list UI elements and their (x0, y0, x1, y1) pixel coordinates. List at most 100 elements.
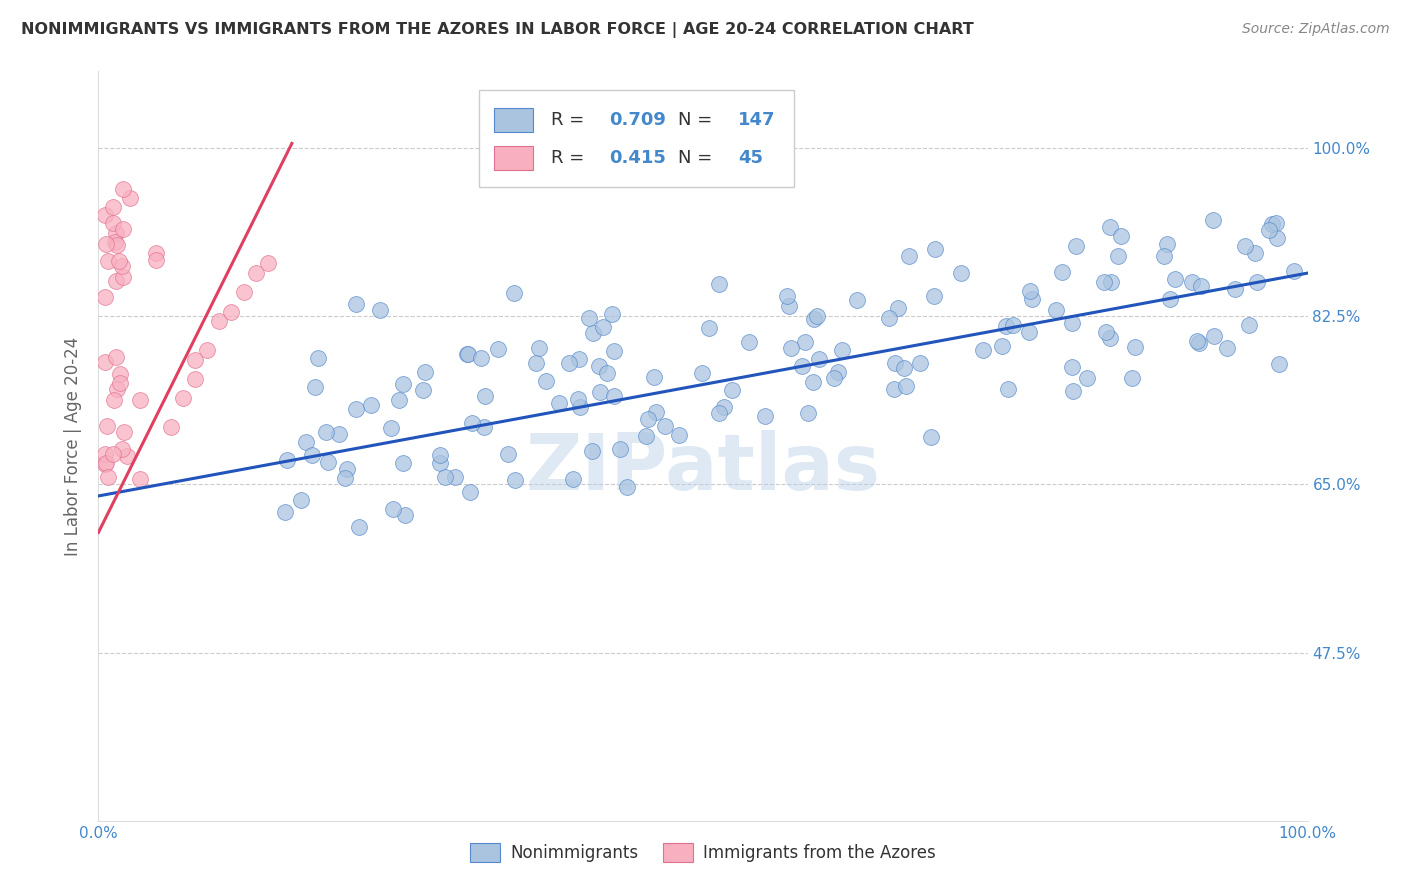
Point (1018, 284, 1040, 298)
Point (636, 428, 658, 442)
Point (1246, 275, 1268, 289)
Point (1121, 371, 1143, 385)
Point (1001, 318, 1024, 332)
Point (172, 391, 194, 405)
Point (105, 383, 128, 397)
Point (1094, 325, 1116, 339)
Point (307, 351, 329, 365)
Point (792, 359, 814, 373)
Point (1201, 213, 1223, 227)
Point (721, 383, 744, 397)
Text: 0.709: 0.709 (609, 112, 665, 129)
Point (1018, 325, 1040, 339)
Point (160, 419, 183, 434)
Point (991, 339, 1014, 353)
Point (793, 335, 815, 350)
Point (1092, 275, 1115, 289)
Point (380, 421, 402, 435)
Point (145, 246, 167, 260)
Point (896, 378, 918, 392)
Point (877, 310, 900, 325)
Point (1153, 249, 1175, 263)
Point (654, 419, 676, 434)
Point (754, 409, 776, 423)
Point (884, 356, 907, 370)
Point (803, 312, 825, 326)
Point (1185, 334, 1208, 348)
Point (1125, 340, 1147, 354)
Point (1021, 292, 1043, 306)
Point (104, 350, 127, 364)
Point (444, 470, 467, 484)
Text: N =: N = (678, 112, 717, 129)
Text: N =: N = (678, 149, 717, 167)
Point (94, 237, 117, 252)
Point (616, 480, 638, 494)
Point (344, 297, 367, 311)
Point (381, 501, 404, 516)
Point (458, 484, 481, 499)
Point (344, 402, 367, 417)
Point (290, 492, 312, 507)
Point (1099, 275, 1122, 289)
Point (600, 306, 623, 320)
FancyBboxPatch shape (494, 145, 533, 169)
Point (547, 396, 569, 410)
Point (557, 356, 579, 370)
Point (195, 343, 218, 357)
Point (569, 400, 592, 414)
Point (347, 520, 370, 534)
Text: R =: R = (551, 112, 589, 129)
Point (737, 334, 759, 349)
Point (1188, 336, 1211, 351)
Point (328, 426, 350, 441)
Point (101, 216, 124, 230)
Point (232, 285, 254, 300)
Point (107, 253, 129, 268)
Point (245, 266, 267, 280)
Point (897, 250, 920, 264)
Point (567, 392, 589, 406)
Point (429, 456, 451, 470)
Point (456, 347, 478, 361)
Point (103, 200, 125, 214)
Point (1261, 218, 1284, 232)
Point (1066, 238, 1088, 252)
Point (534, 374, 557, 388)
Point (111, 269, 134, 284)
Point (486, 342, 509, 356)
Point (801, 375, 824, 389)
Point (256, 256, 278, 270)
Point (94, 447, 117, 461)
Point (93, 208, 115, 222)
Point (637, 411, 659, 425)
Point (111, 442, 134, 457)
Point (1225, 281, 1247, 295)
Point (392, 456, 415, 470)
Point (581, 444, 603, 458)
Point (105, 274, 128, 288)
Point (527, 341, 550, 355)
Point (709, 406, 731, 420)
Point (503, 473, 526, 487)
Point (111, 259, 134, 273)
Point (460, 416, 482, 430)
Point (301, 448, 323, 462)
Point (94, 457, 117, 471)
Point (910, 355, 932, 369)
Point (779, 342, 801, 356)
Point (360, 398, 382, 412)
Point (578, 311, 600, 326)
Point (668, 427, 690, 442)
Point (806, 309, 828, 323)
Point (104, 235, 127, 249)
Y-axis label: In Labor Force | Age 20-24: In Labor Force | Age 20-24 (65, 336, 83, 556)
Point (184, 372, 207, 386)
Point (145, 252, 167, 267)
Point (472, 419, 495, 434)
Point (316, 455, 339, 469)
Point (997, 382, 1019, 396)
Text: ZIPatlas: ZIPatlas (526, 431, 880, 507)
Point (1062, 316, 1084, 330)
Point (128, 472, 150, 486)
